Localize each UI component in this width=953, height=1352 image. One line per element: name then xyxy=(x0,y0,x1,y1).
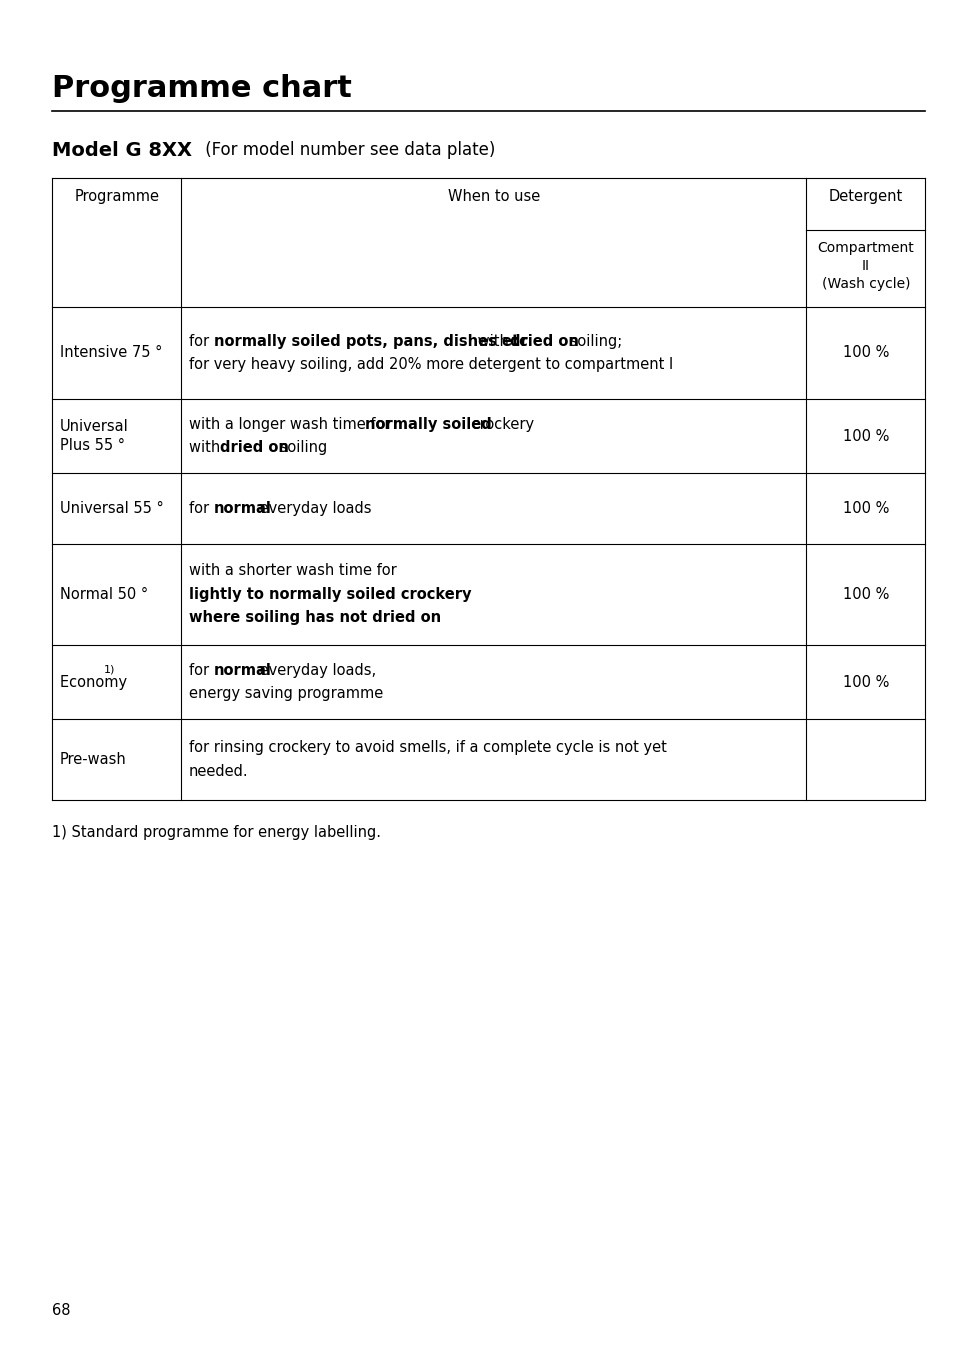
Text: soiling: soiling xyxy=(274,441,327,456)
Text: 100 %: 100 % xyxy=(841,587,888,602)
Text: energy saving programme: energy saving programme xyxy=(189,687,383,702)
Text: normally soiled: normally soiled xyxy=(365,416,492,431)
Text: Programme chart: Programme chart xyxy=(52,74,352,103)
Text: 68: 68 xyxy=(52,1303,71,1318)
Text: with a longer wash time for: with a longer wash time for xyxy=(189,416,395,431)
Text: for rinsing crockery to avoid smells, if a complete cycle is not yet: for rinsing crockery to avoid smells, if… xyxy=(189,741,666,756)
Text: 100 %: 100 % xyxy=(841,429,888,443)
Text: (For model number see data plate): (For model number see data plate) xyxy=(200,141,496,158)
Text: everyday loads: everyday loads xyxy=(254,500,371,516)
Text: needed.: needed. xyxy=(189,764,248,779)
Text: Model G 8XX: Model G 8XX xyxy=(52,141,193,160)
Text: with a shorter wash time for: with a shorter wash time for xyxy=(189,562,396,579)
Text: When to use: When to use xyxy=(447,189,539,204)
Text: 100 %: 100 % xyxy=(841,675,888,690)
Text: Detergent: Detergent xyxy=(828,189,902,204)
Text: Programme: Programme xyxy=(74,189,159,204)
Text: with: with xyxy=(472,334,513,349)
Text: for: for xyxy=(189,500,213,516)
Text: dried on: dried on xyxy=(510,334,578,349)
Text: for: for xyxy=(189,662,213,677)
Text: Intensive 75 °: Intensive 75 ° xyxy=(60,345,162,361)
Text: crockery: crockery xyxy=(467,416,534,431)
Text: 1) Standard programme for energy labelling.: 1) Standard programme for energy labelli… xyxy=(52,825,381,840)
Text: Universal 55 °: Universal 55 ° xyxy=(60,500,164,516)
Text: lightly to normally soiled crockery: lightly to normally soiled crockery xyxy=(189,587,471,602)
Text: dried on: dried on xyxy=(220,441,289,456)
Text: normally soiled pots, pans, dishes etc: normally soiled pots, pans, dishes etc xyxy=(213,334,527,349)
Text: Pre-wash: Pre-wash xyxy=(60,752,127,768)
Text: with: with xyxy=(189,441,225,456)
Text: 1): 1) xyxy=(104,665,115,675)
Text: Economy: Economy xyxy=(60,675,132,690)
Text: Normal 50 °: Normal 50 ° xyxy=(60,587,148,602)
Text: 100 %: 100 % xyxy=(841,500,888,516)
Text: normal: normal xyxy=(213,500,272,516)
Text: normal: normal xyxy=(213,662,272,677)
Text: where soiling has not dried on: where soiling has not dried on xyxy=(189,610,440,626)
Text: Universal
Plus 55 °: Universal Plus 55 ° xyxy=(60,419,129,453)
Text: soiling;: soiling; xyxy=(564,334,621,349)
Text: for: for xyxy=(189,334,213,349)
Text: everyday loads,: everyday loads, xyxy=(254,662,375,677)
Text: 100 %: 100 % xyxy=(841,345,888,361)
Text: Compartment
II
(Wash cycle): Compartment II (Wash cycle) xyxy=(817,241,913,292)
Text: for very heavy soiling, add 20% more detergent to compartment I: for very heavy soiling, add 20% more det… xyxy=(189,357,673,372)
